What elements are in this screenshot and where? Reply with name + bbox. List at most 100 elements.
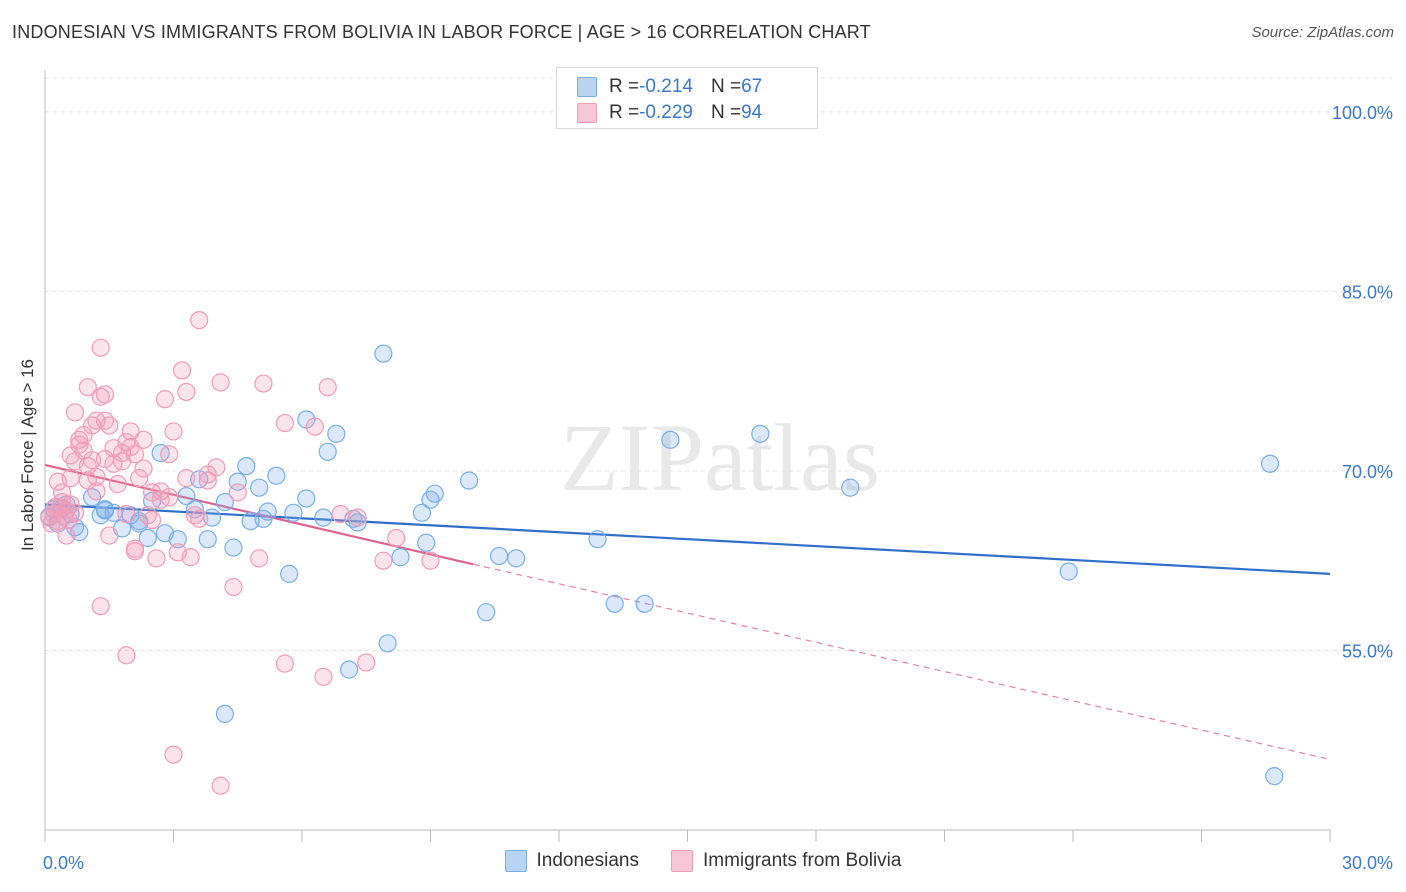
data-point [224, 577, 243, 597]
data-point [318, 442, 337, 461]
data-point [117, 646, 136, 665]
data-point [83, 451, 102, 470]
data-point [151, 490, 170, 509]
y-tick-label-3: 55.0% [1342, 641, 1393, 661]
data-point [87, 467, 106, 487]
data-point [275, 654, 294, 673]
data-point [357, 653, 376, 672]
data-point [314, 508, 333, 527]
data-point [211, 373, 230, 392]
data-point [228, 472, 247, 491]
legend-n-prefix: N = [710, 76, 742, 97]
series-1-points [40, 311, 440, 795]
data-point [130, 469, 149, 488]
data-point [177, 382, 196, 402]
data-point [237, 457, 256, 476]
legend-r-prefix: R = [609, 76, 640, 97]
legend-swatch-bolivia [577, 103, 597, 123]
data-point [125, 539, 145, 558]
data-point [87, 482, 106, 501]
data-point [78, 378, 97, 397]
legend-row-indonesians: R = -0.214 N = 67 [577, 74, 762, 100]
data-point [228, 483, 247, 502]
data-point [198, 530, 217, 549]
data-point [1059, 562, 1078, 581]
data-point [224, 538, 243, 557]
data-point [147, 549, 166, 568]
series-legend: Indonesians Immigrants from Bolivia [0, 850, 1406, 872]
data-point [417, 533, 436, 552]
data-point [751, 424, 770, 443]
data-point [1265, 767, 1284, 786]
data-point [1260, 454, 1280, 473]
axes [44, 70, 1331, 842]
data-point [65, 403, 85, 422]
data-point [374, 344, 393, 363]
data-point [459, 471, 479, 490]
legend-swatch-indonesians [577, 77, 597, 97]
data-point [374, 551, 393, 570]
data-point [181, 548, 200, 567]
x-tick-label-max: 30.0% [1342, 853, 1393, 873]
data-point [348, 508, 367, 527]
data-point [91, 338, 110, 357]
data-points [40, 311, 1284, 795]
data-point [305, 417, 324, 436]
data-point [134, 459, 153, 478]
data-point [421, 551, 440, 570]
data-point [331, 504, 350, 524]
legend-n-value-bolivia: 94 [741, 102, 763, 123]
data-point [95, 411, 115, 430]
data-point [284, 503, 303, 522]
watermark: ZIPatlas [560, 404, 880, 511]
data-point [348, 513, 367, 532]
data-point [314, 667, 333, 686]
data-point [172, 361, 192, 380]
legend-n-prefix: N = [710, 102, 742, 123]
data-point [340, 660, 359, 679]
data-point [841, 478, 860, 497]
data-point [605, 594, 624, 613]
legend-item-bolivia[interactable]: Immigrants from Bolivia [670, 850, 902, 872]
data-point [61, 446, 80, 465]
data-point [489, 546, 509, 566]
source-label: Source: ZipAtlas.com [1251, 24, 1394, 41]
trend-extension-1 [473, 563, 1331, 760]
legend-row-bolivia: R = -0.229 N = 94 [577, 100, 762, 126]
data-point [160, 445, 179, 464]
data-point [412, 503, 432, 522]
legend-swatch-bolivia [670, 850, 693, 872]
data-point [507, 549, 526, 568]
legend-r-value-indonesians: -0.214 [639, 76, 693, 97]
data-point [250, 549, 269, 568]
data-point [121, 422, 140, 441]
data-point [190, 509, 209, 528]
data-point [134, 430, 153, 449]
data-point [207, 458, 226, 477]
series-0-points [40, 344, 1284, 786]
data-point [297, 489, 316, 508]
legend-label-bolivia: Immigrants from Bolivia [702, 850, 902, 871]
data-point [190, 311, 209, 330]
data-point [138, 528, 157, 548]
data-point [215, 492, 234, 512]
data-point [164, 422, 183, 441]
y-tick-label-0: 100.0% [1332, 103, 1393, 123]
legend-item-indonesians[interactable]: Indonesians [504, 850, 639, 872]
data-point [215, 704, 234, 724]
data-point [258, 502, 277, 521]
data-point [91, 597, 110, 616]
y-tick-label-1: 85.0% [1342, 282, 1393, 302]
data-point [588, 530, 607, 549]
data-point [57, 526, 76, 545]
data-point [280, 564, 299, 583]
legend-r-value-bolivia: -0.229 [639, 102, 693, 123]
legend-label-indonesians: Indonesians [536, 850, 639, 871]
data-point [95, 500, 115, 519]
data-point [477, 603, 496, 622]
data-point [254, 374, 273, 393]
trend-line-0 [44, 503, 1331, 575]
data-point [391, 548, 410, 567]
data-point [100, 526, 119, 545]
